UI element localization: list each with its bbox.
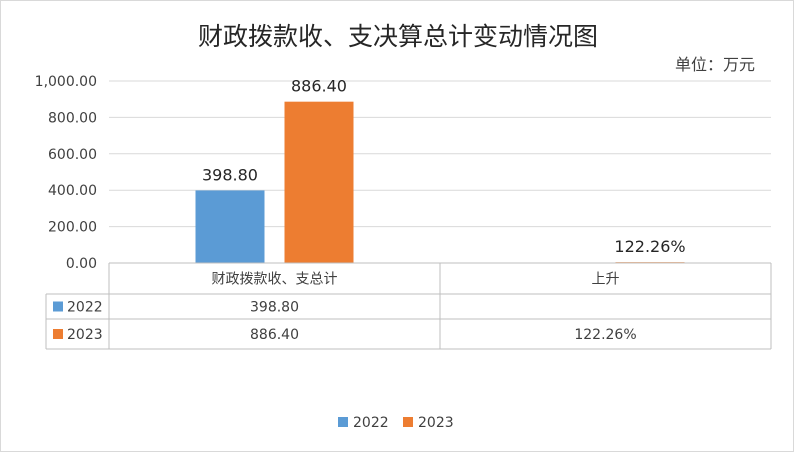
- y-axis: 0.00 200.00 400.00 600.00 800.00 1,000.00: [35, 74, 97, 272]
- bar-2023-0: [284, 101, 354, 263]
- chart-title: 财政拨款收、支决算总计变动情况图: [198, 22, 598, 51]
- data-table: 财政拨款收、支总计 上升 2022 398.80 2023 886.40 122.26%: [45, 262, 772, 350]
- legend: 2022 2023: [338, 415, 454, 431]
- bars: [195, 101, 685, 263]
- table-cell: 886.40: [250, 327, 299, 343]
- legend-entry-2023: 2023: [418, 415, 454, 431]
- table-key-2023: [53, 329, 63, 339]
- y-tick-label: 800.00: [48, 110, 97, 126]
- data-label-2023-1: 122.26%: [614, 237, 685, 256]
- table-header-cell: 上升: [592, 272, 620, 288]
- legend-swatch-2022: [338, 417, 348, 427]
- unit-label: 单位：万元: [675, 55, 755, 74]
- table-key-2022: [53, 301, 63, 312]
- y-tick-label: 400.00: [48, 183, 97, 199]
- y-tick-label: 0.00: [66, 256, 97, 272]
- y-tick-label: 200.00: [48, 220, 97, 236]
- data-labels: 398.80 886.40 122.26%: [202, 77, 686, 257]
- data-label-2023-0: 886.40: [291, 77, 347, 96]
- table-series-name: 2023: [67, 327, 103, 343]
- table-cell: 122.26%: [574, 327, 636, 343]
- legend-swatch-2023: [403, 417, 413, 427]
- table-header-cell: 财政拨款收、支总计: [212, 272, 338, 288]
- data-label-2022-0: 398.80: [202, 165, 258, 184]
- table-cell: 398.80: [250, 300, 299, 316]
- table-series-name: 2022: [67, 300, 103, 316]
- bar-2022-0: [195, 190, 265, 263]
- y-tick-label: 1,000.00: [35, 74, 97, 90]
- y-tick-label: 600.00: [48, 147, 97, 163]
- legend-entry-2022: 2022: [353, 415, 389, 431]
